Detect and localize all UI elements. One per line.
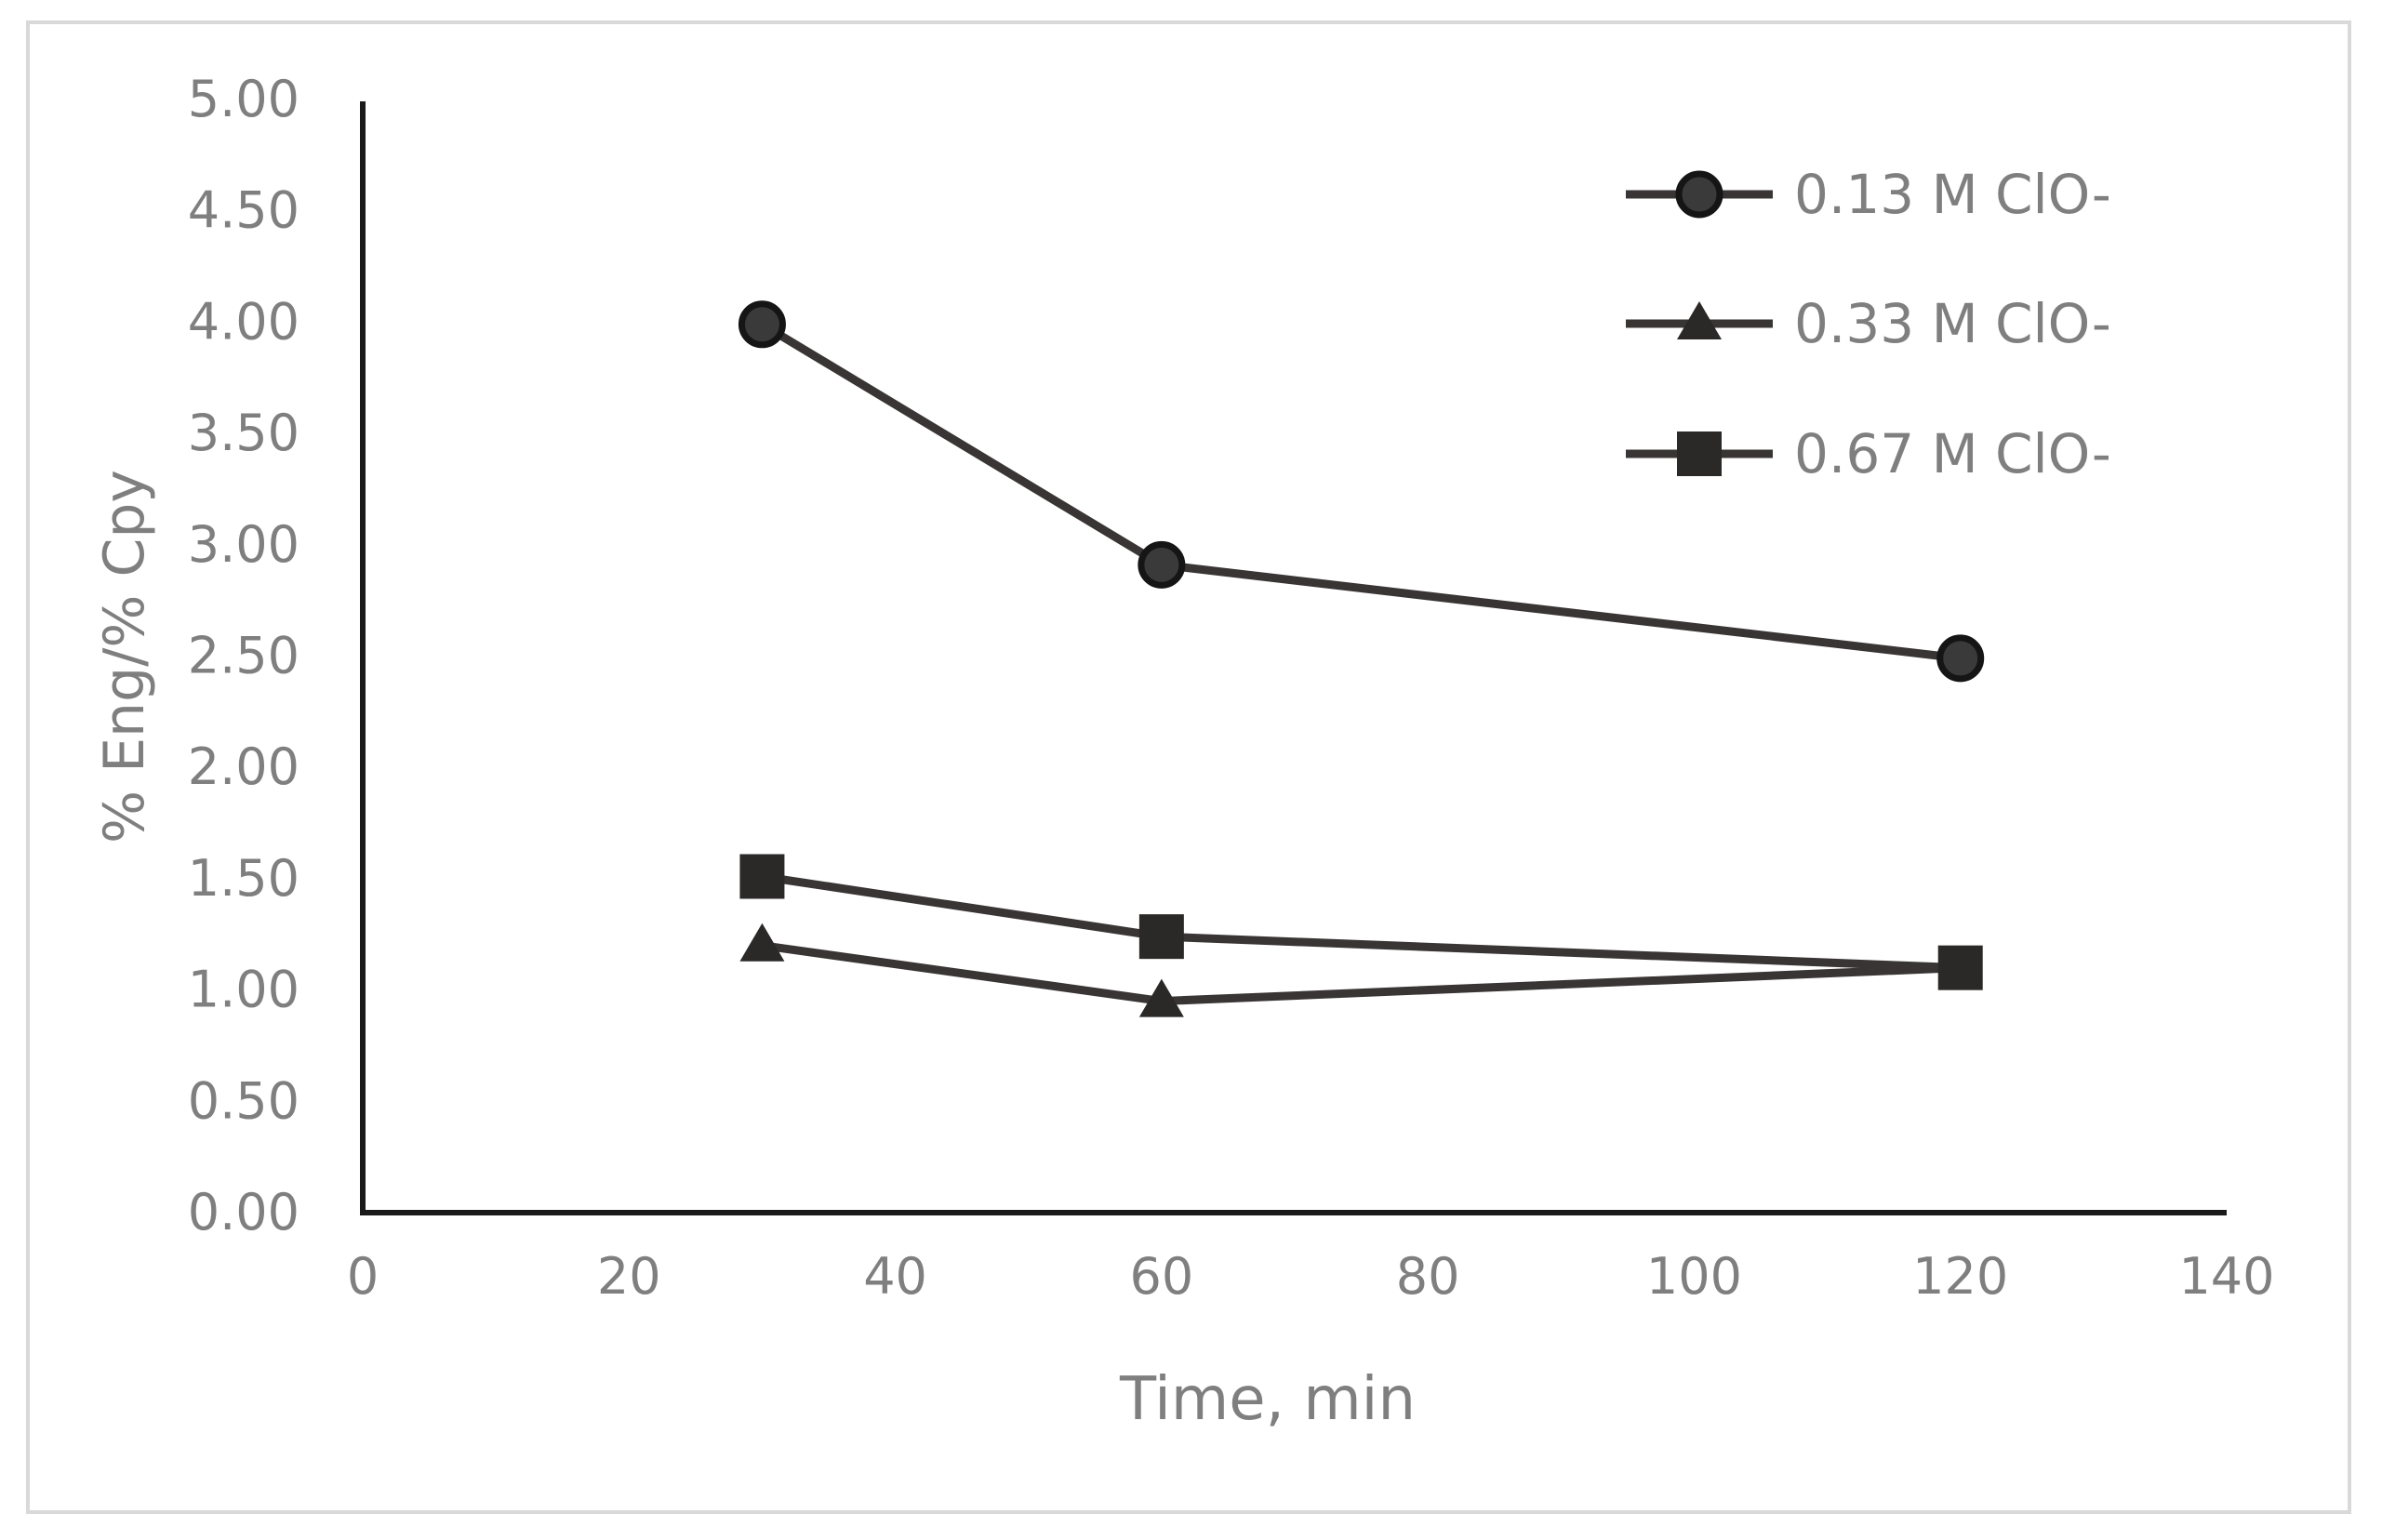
data-point-circle [1138,540,1186,589]
x-tick-label: 20 [597,1247,661,1306]
legend-marker-circle [1675,170,1723,219]
x-tick-label: 100 [1646,1247,1742,1306]
series-circle [738,300,1985,683]
y-tick-label: 0.00 [188,1183,299,1241]
y-tick-label: 3.00 [188,515,299,574]
x-tick-label: 120 [1912,1247,2008,1306]
y-tick-label: 2.50 [188,627,299,685]
legend-entry: 0.67 M ClO- [1626,422,2111,485]
legend-label: 0.13 M ClO- [1794,163,2111,226]
series-square [739,854,1983,990]
chart-svg: 0.00 0.50 1.00 1.50 2.00 2.50 3.00 3.50 4.00 4.50… [92,70,2275,1434]
data-point-square [739,854,785,899]
x-tick-label: 140 [2178,1247,2274,1306]
y-tick-label: 3.50 [188,404,299,462]
data-point-circle [738,300,786,349]
y-tick-label: 1.50 [188,849,299,908]
y-tick-label: 0.50 [188,1071,299,1130]
legend-entry: 0.13 M ClO- [1626,163,2111,226]
data-point-square [1138,914,1184,960]
data-point-triangle [739,923,785,962]
series-triangle [739,923,1983,1017]
legend: 0.13 M ClO- 0.33 M ClO- 0.67 M ClO- [1626,163,2111,485]
x-axis-title: Time, min [1119,1365,1416,1434]
series-layer [738,300,1985,1017]
data-point-circle [1936,634,1985,683]
y-tick-labels: 0.00 0.50 1.00 1.50 2.00 2.50 3.00 3.50 4.00 4.50… [188,70,299,1241]
y-tick-label: 2.00 [188,737,299,796]
legend-entry: 0.33 M ClO- [1626,292,2111,355]
legend-marker-triangle [1677,301,1722,339]
chart-frame: 0.00 0.50 1.00 1.50 2.00 2.50 3.00 3.50 4.00 4.50… [26,20,2351,1514]
data-point-triangle [1138,978,1184,1017]
series-line [760,320,1962,663]
y-tick-label: 4.50 [188,181,299,240]
legend-marker-square [1677,431,1722,476]
x-tick-labels: 0 20 40 60 80 100 120 140 [347,1247,2275,1306]
x-tick-label: 60 [1129,1247,1193,1306]
legend-label: 0.33 M ClO- [1794,292,2111,355]
x-tick-label: 40 [863,1247,927,1306]
data-point-square [1937,945,1983,990]
y-axis-title: % Eng/% Cpy [92,470,157,843]
x-tick-label: 80 [1396,1247,1460,1306]
y-tick-label: 5.00 [188,70,299,128]
axes-layer [360,101,2227,1215]
series-line [761,872,1961,973]
series-line [761,941,1961,1006]
y-tick-label: 1.00 [188,961,299,1019]
legend-label: 0.67 M ClO- [1794,422,2111,485]
y-tick-label: 4.00 [188,292,299,351]
x-tick-label: 0 [347,1247,379,1306]
